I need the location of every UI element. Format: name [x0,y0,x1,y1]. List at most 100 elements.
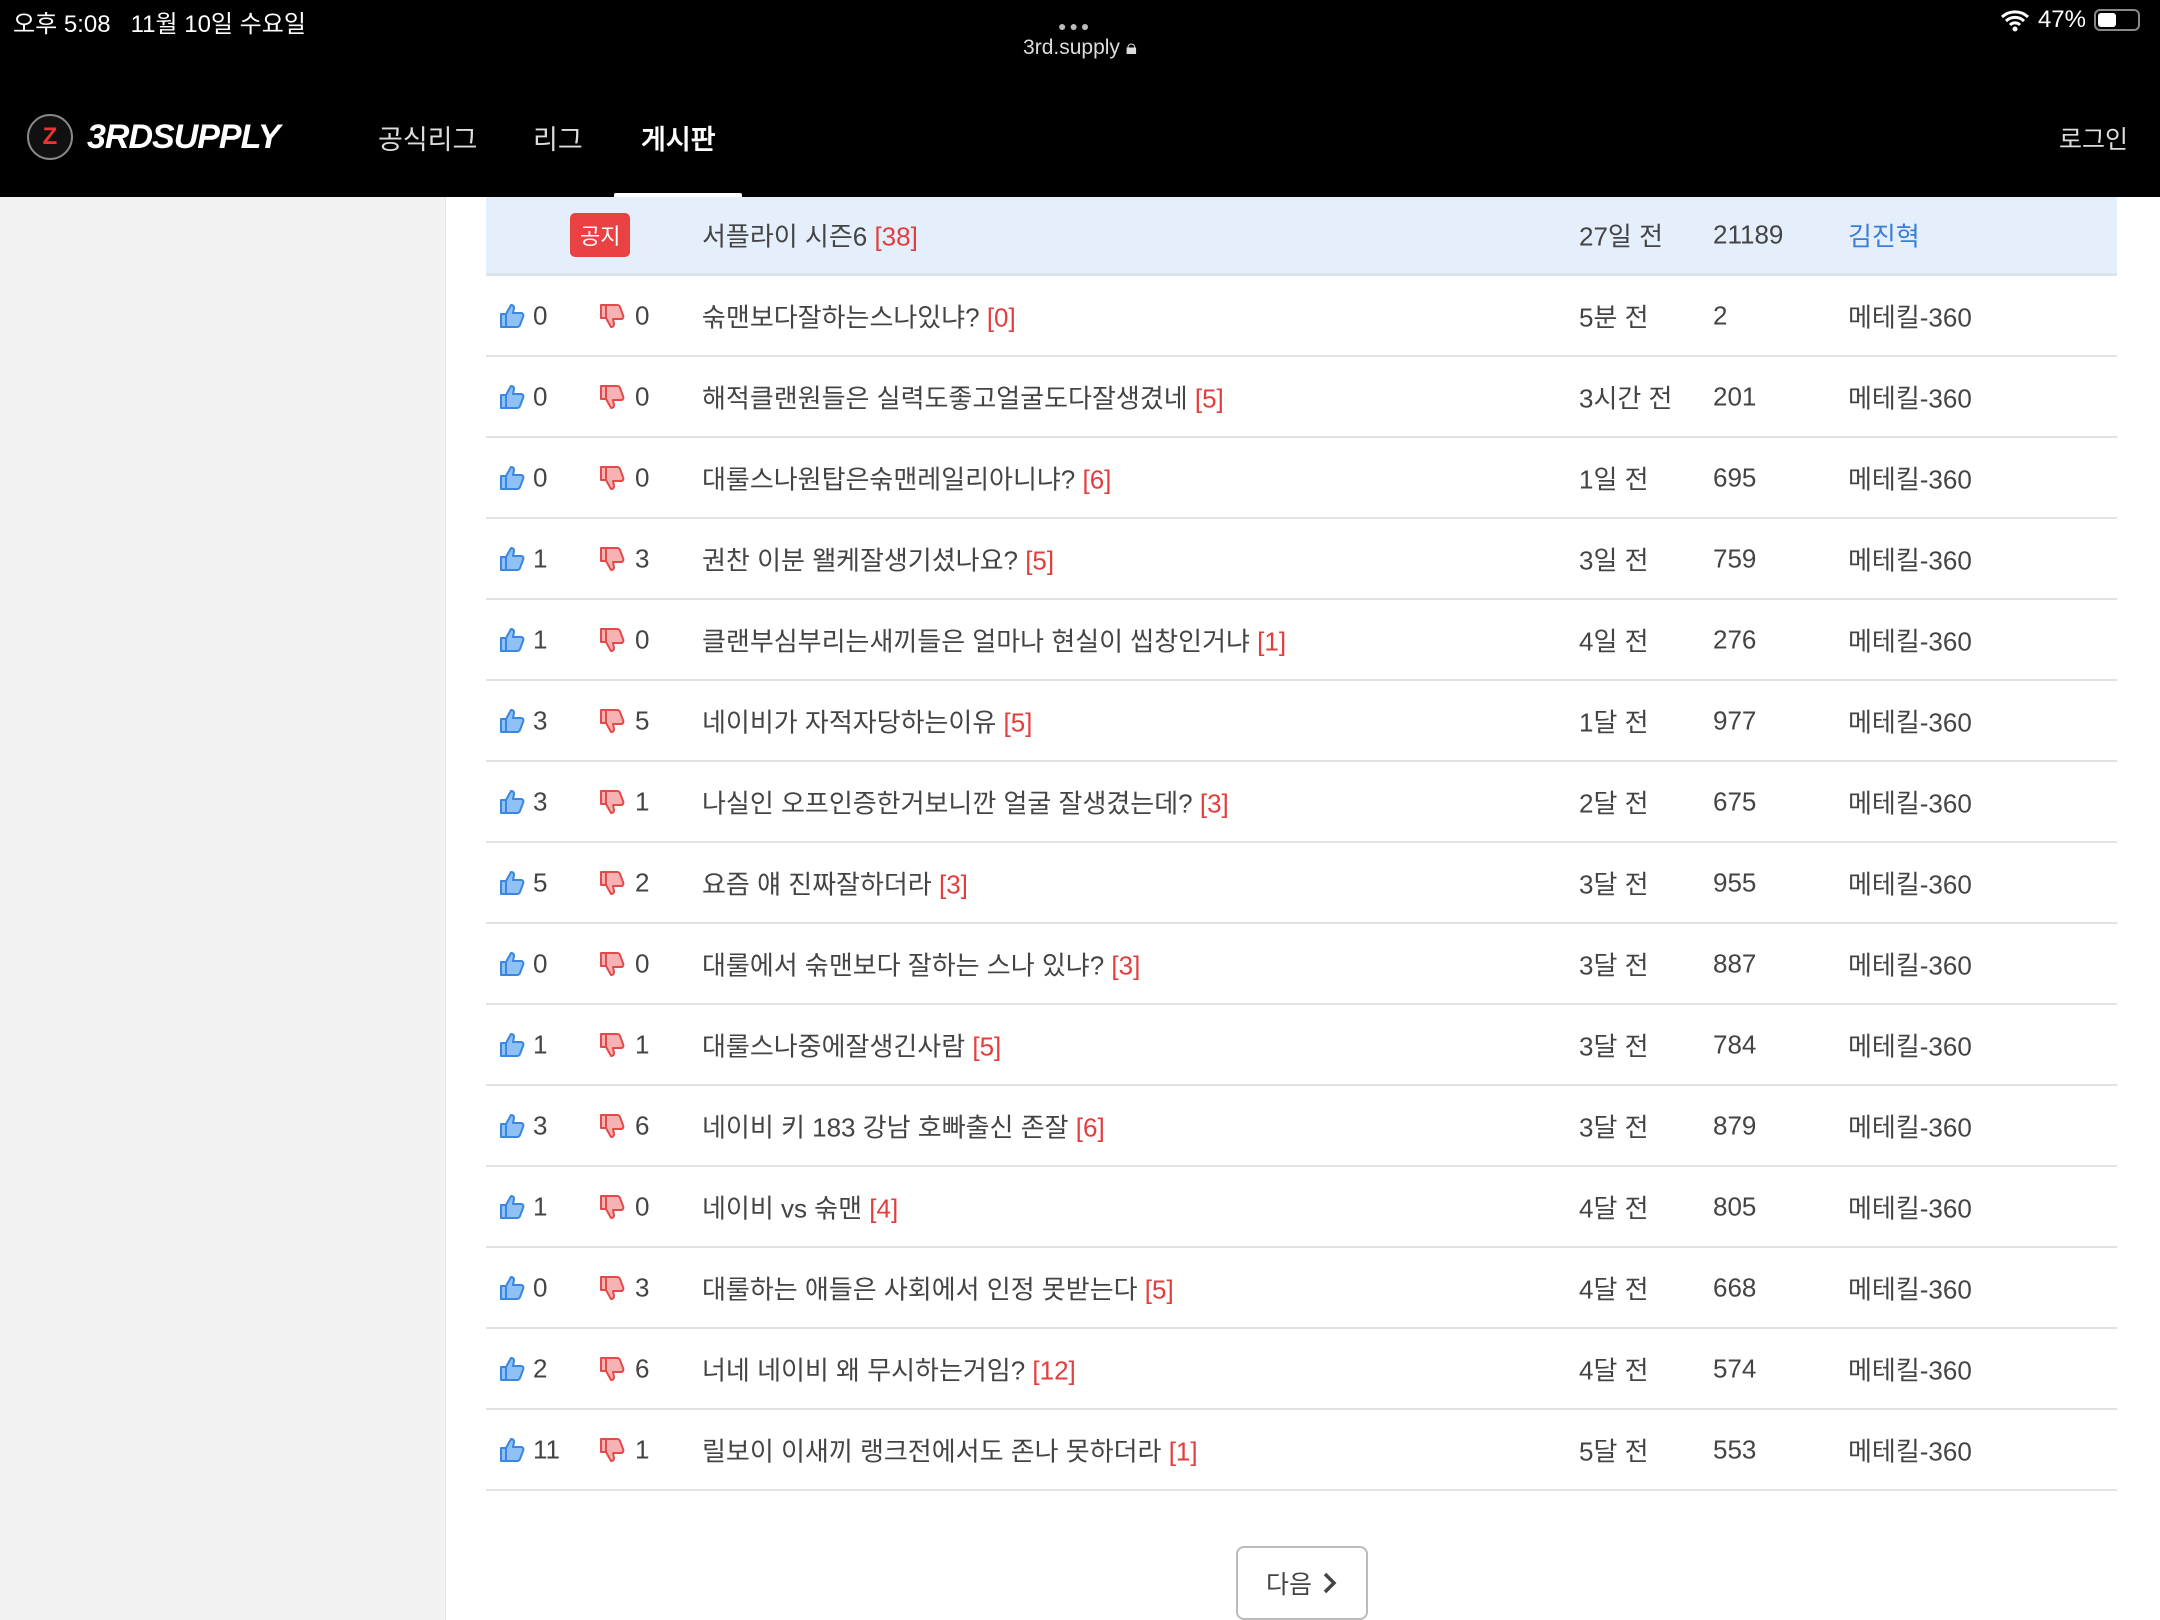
comment-count: [38] [874,221,918,252]
post-author[interactable]: 메테킬-360 [1848,788,1972,818]
thumbs-up-icon[interactable] [498,1112,526,1140]
post-title[interactable]: 대룰하는 애들은 사회에서 인정 못받는다 [5] [702,1274,1174,1304]
post-title[interactable]: 해적클랜원들은 실력도좋고얼굴도다잘생겼네 [5] [702,383,1224,413]
post-author[interactable]: 메테킬-360 [1848,464,1972,494]
post-author[interactable]: 메테킬-360 [1848,626,1972,656]
post-row[interactable]: 5 2 요즘 얘 진짜잘하더라 [3] 3달 전 955 메테킬-360 [486,843,2117,924]
thumbs-down-icon[interactable] [598,1112,626,1140]
post-title[interactable]: 클랜부심부리는새끼들은 얼마나 현실이 씹창인거냐 [1] [702,626,1287,656]
post-row[interactable]: 0 0 해적클랜원들은 실력도좋고얼굴도다잘생겼네 [5] 3시간 전 201 메테킬-3… [486,357,2117,438]
notice-row[interactable]: 공지 서플라이 시즌6 [38] 27일 전 21189 김진혁 [486,197,2117,276]
thumbs-down-icon[interactable] [598,950,626,978]
post-row[interactable]: 0 0 대룰스나원탑은숚맨레일리아니냐? [6] 1일 전 695 메테킬-360 [486,438,2117,519]
thumbs-down-icon[interactable] [598,1355,626,1383]
thumbs-down-icon[interactable] [598,1274,626,1302]
thumbs-up-icon[interactable] [498,707,526,735]
post-author[interactable]: 메테킬-360 [1848,869,1972,899]
post-row[interactable]: 1 0 네이비 vs 숚맨 [4] 4달 전 805 메테킬-360 [486,1167,2117,1248]
comment-count: [6] [1075,1112,1105,1142]
post-title[interactable]: 너네 네이비 왜 무시하는거임? [12] [702,1355,1076,1385]
thumbs-down-icon[interactable] [598,869,626,897]
like-count: 0 [533,948,548,978]
next-page-button[interactable]: 다음 [1236,1546,1368,1620]
post-title[interactable]: 대룰에서 숚맨보다 잘하는 스나 있냐? [3] [702,950,1141,980]
thumbs-up-icon[interactable] [498,1193,526,1221]
post-author[interactable]: 메테킬-360 [1848,545,1972,575]
thumbs-down-icon[interactable] [598,1436,626,1464]
post-author[interactable]: 메테킬-360 [1848,1436,1972,1466]
post-author[interactable]: 메테킬-360 [1848,383,1972,413]
thumbs-down-icon[interactable] [598,707,626,735]
nav-league[interactable]: 리그 [533,125,583,155]
thumbs-up-icon[interactable] [498,1274,526,1302]
post-row[interactable]: 2 6 너네 네이비 왜 무시하는거임? [12] 4달 전 574 메테킬-360 [486,1329,2117,1410]
chevron-right-icon [1323,1572,1337,1594]
post-author[interactable]: 메테킬-360 [1848,1274,1972,1304]
post-title[interactable]: 서플라이 시즌6 [38] [702,221,918,252]
thumbs-down-icon[interactable] [598,302,626,330]
post-row[interactable]: 11 1 릴보이 이새끼 랭크전에서도 존나 못하더라 [1] 5달 전 553 메테킬-… [486,1410,2117,1491]
post-author[interactable]: 메테킬-360 [1848,302,1972,332]
thumbs-down-icon[interactable] [598,788,626,816]
post-title[interactable]: 숚맨보다잘하는스나있냐? [0] [702,302,1016,332]
post-row[interactable]: 3 1 나실인 오프인증한거보니깐 얼굴 잘생겼는데? [3] 2달 전 675 메테킬-… [486,762,2117,843]
thumbs-up-icon[interactable] [498,464,526,492]
nav-official-league[interactable]: 공식리그 [378,125,478,155]
thumbs-down-icon[interactable] [598,1031,626,1059]
post-row[interactable]: 0 0 대룰에서 숚맨보다 잘하는 스나 있냐? [3] 3달 전 887 메테킬-360 [486,924,2117,1005]
thumbs-down-icon[interactable] [598,626,626,654]
post-author[interactable]: 메테킬-360 [1848,707,1972,737]
thumbs-up-icon[interactable] [498,383,526,411]
like-count: 0 [533,381,548,411]
post-title[interactable]: 요즘 얘 진짜잘하더라 [3] [702,869,968,899]
thumbs-up-icon[interactable] [498,1436,526,1464]
post-author[interactable]: 메테킬-360 [1848,950,1972,980]
post-title[interactable]: 나실인 오프인증한거보니깐 얼굴 잘생겼는데? [3] [702,788,1229,818]
thumbs-up-icon[interactable] [498,950,526,978]
dislike-count: 0 [635,1191,650,1221]
post-title[interactable]: 대룰스나중에잘생긴사람 [5] [702,1031,1002,1061]
more-dots-icon[interactable]: ●●● [1058,18,1093,34]
url-bar[interactable]: 3rd.supply 🔒︎ [1023,36,1137,59]
post-row[interactable]: 0 3 대룰하는 애들은 사회에서 인정 못받는다 [5] 4달 전 668 메테킬-36… [486,1248,2117,1329]
nav-board[interactable]: 게시판 [641,125,716,155]
post-row[interactable]: 1 1 대룰스나중에잘생긴사람 [5] 3달 전 784 메테킬-360 [486,1005,2117,1086]
post-author[interactable]: 메테킬-360 [1848,1355,1972,1385]
post-author[interactable]: 메테킬-360 [1848,1112,1972,1142]
content-panel [445,197,2160,1620]
like-count: 0 [533,1272,548,1302]
thumbs-down-icon[interactable] [598,545,626,573]
dislike-count: 0 [635,381,650,411]
thumbs-down-icon[interactable] [598,1193,626,1221]
like-count: 3 [533,1110,548,1140]
thumbs-up-icon[interactable] [498,869,526,897]
post-title[interactable]: 네이비가 자적자당하는이유 [5] [702,707,1033,737]
battery-icon [2094,9,2140,31]
post-author[interactable]: 메테킬-360 [1848,1193,1972,1223]
thumbs-up-icon[interactable] [498,302,526,330]
post-author[interactable]: 김진혁 [1848,221,1920,252]
thumbs-up-icon[interactable] [498,545,526,573]
post-title[interactable]: 네이비 키 183 강남 호빠출신 존잘 [6] [702,1112,1105,1142]
post-views: 759 [1713,543,1757,573]
post-title[interactable]: 릴보이 이새끼 랭크전에서도 존나 못하더라 [1] [702,1436,1198,1466]
login-link[interactable]: 로그인 [2058,126,2128,154]
thumbs-down-icon[interactable] [598,464,626,492]
thumbs-up-icon[interactable] [498,1031,526,1059]
thumbs-up-icon[interactable] [498,788,526,816]
thumbs-down-icon[interactable] [598,383,626,411]
post-row[interactable]: 3 6 네이비 키 183 강남 호빠출신 존잘 [6] 3달 전 879 메테킬-360 [486,1086,2117,1167]
post-author[interactable]: 메테킬-360 [1848,1031,1972,1061]
thumbs-up-icon[interactable] [498,1355,526,1383]
thumbs-up-icon[interactable] [498,626,526,654]
post-row[interactable]: 1 3 권찬 이분 왤케잘생기셨나요? [5] 3일 전 759 메테킬-360 [486,519,2117,600]
post-title[interactable]: 네이비 vs 숚맨 [4] [702,1193,899,1223]
like-count: 1 [533,1029,548,1059]
dislike-count: 5 [635,705,650,735]
post-row[interactable]: 3 5 네이비가 자적자당하는이유 [5] 1달 전 977 메테킬-360 [486,681,2117,762]
post-title[interactable]: 대룰스나원탑은숚맨레일리아니냐? [6] [702,464,1112,494]
post-row[interactable]: 1 0 클랜부심부리는새끼들은 얼마나 현실이 씹창인거냐 [1] 4일 전 276 메테… [486,600,2117,681]
post-row[interactable]: 0 0 숚맨보다잘하는스나있냐? [0] 5분 전 2 메테킬-360 [486,276,2117,357]
logo[interactable]: Z 3RDSUPPLY [27,114,281,160]
post-title[interactable]: 권찬 이분 왤케잘생기셨나요? [5] [702,545,1055,575]
